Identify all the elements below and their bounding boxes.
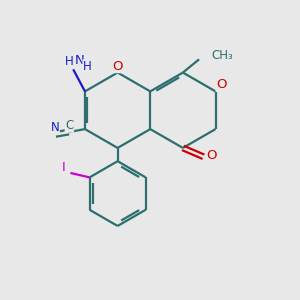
Text: O: O (112, 60, 123, 73)
Text: H: H (65, 55, 74, 68)
Text: N: N (51, 122, 59, 134)
Text: C: C (65, 119, 74, 132)
Text: O: O (216, 78, 227, 92)
Text: N: N (75, 54, 85, 67)
Text: I: I (62, 161, 66, 174)
Text: O: O (206, 149, 217, 162)
Text: CH₃: CH₃ (212, 49, 233, 62)
Text: H: H (83, 60, 92, 73)
